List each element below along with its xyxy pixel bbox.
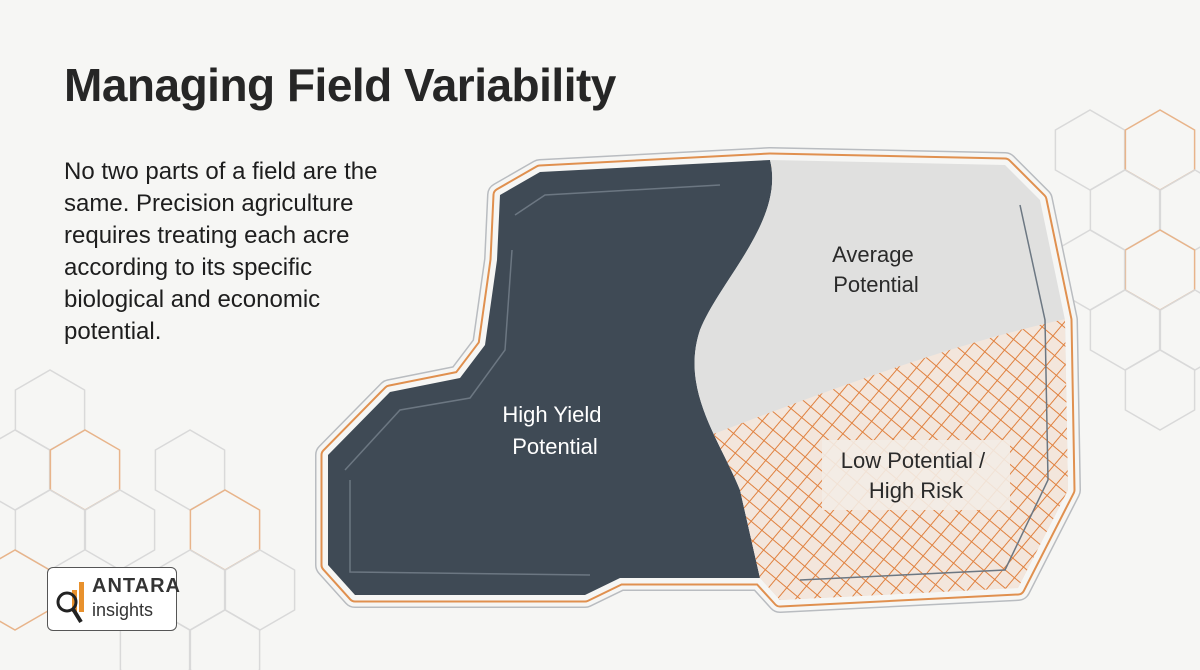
zone-label: High Yield Potential <box>502 402 607 459</box>
logo-icon <box>56 582 84 624</box>
hexagon <box>1124 349 1196 431</box>
hexagon <box>224 549 296 631</box>
hexagon <box>0 429 51 511</box>
logo-brand: ANTARA <box>92 575 181 597</box>
hexagon <box>84 489 156 571</box>
zone-label-line: Low Potential / <box>841 448 986 473</box>
logo: ANTARA insights <box>47 567 180 631</box>
hexagon <box>189 489 261 571</box>
hexagon <box>1054 109 1126 191</box>
zone-label-line: Average <box>832 242 914 267</box>
hexagon <box>1159 289 1200 371</box>
label-backdrop <box>822 440 1010 510</box>
slide-description: No two parts of a field are the same. Pr… <box>64 158 378 345</box>
zone-lines <box>344 184 1049 581</box>
hexagon <box>14 489 86 571</box>
hexagon <box>154 429 226 511</box>
hexagon <box>49 429 121 511</box>
zone-label: Average Potential <box>832 242 920 297</box>
hexagon <box>1124 109 1196 191</box>
zone-label-line: High Risk <box>869 478 964 503</box>
logo-tagline: insights <box>92 600 154 620</box>
hexagon <box>1089 289 1161 371</box>
hexagon <box>189 609 261 670</box>
hexagon <box>0 549 51 631</box>
slide-title: Managing Field Variability <box>64 59 616 111</box>
hexagon <box>1159 169 1200 251</box>
hexagon <box>1089 169 1161 251</box>
zone-label-line: Potential <box>512 434 598 459</box>
zone-label: Low Potential / High Risk <box>841 448 991 503</box>
zone-label-line: Potential <box>833 272 919 297</box>
zone-label-line: High Yield <box>502 402 601 427</box>
hexagon <box>14 369 86 451</box>
high-yield-zone <box>328 160 773 595</box>
hexagon <box>1124 229 1196 311</box>
